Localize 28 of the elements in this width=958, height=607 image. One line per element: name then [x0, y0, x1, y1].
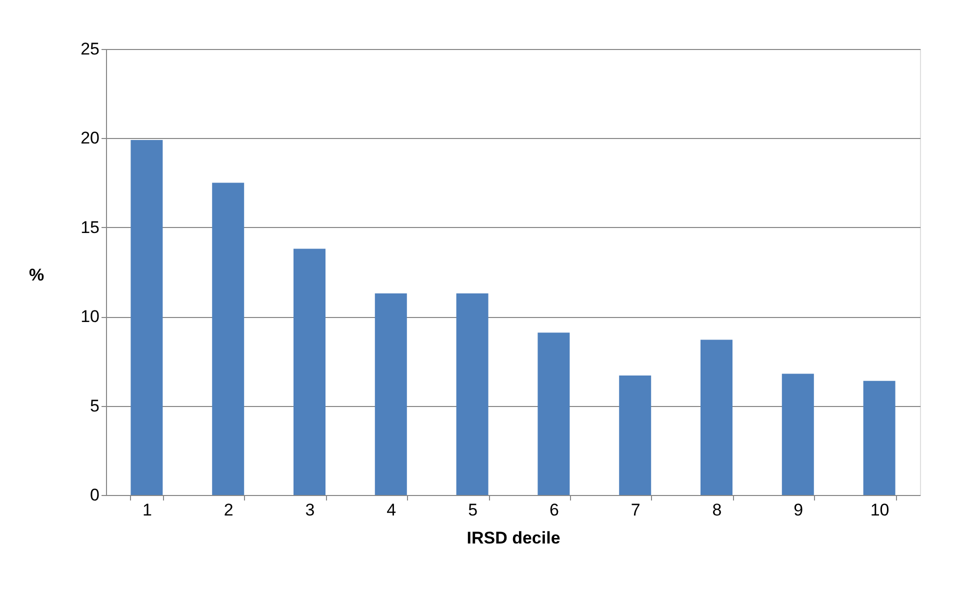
bar: [863, 380, 896, 495]
y-tick-label: 10: [80, 307, 100, 326]
x-tick-label: 9: [794, 500, 804, 520]
x-tick-label: 1: [142, 500, 152, 520]
x-tick-label: 5: [468, 500, 478, 520]
bar: [538, 332, 570, 495]
x-tick-label: 10: [870, 500, 890, 520]
x-tick-label: 4: [386, 500, 396, 520]
y-tick-label: 0: [90, 486, 100, 504]
y-tick-label: 15: [80, 218, 100, 237]
bar: [212, 182, 244, 495]
y-tick-label: 5: [90, 396, 100, 416]
bar: [456, 293, 488, 495]
bar: [130, 140, 163, 495]
x-tick-label: 2: [224, 500, 234, 520]
bar: [374, 293, 407, 495]
bar: [700, 340, 732, 495]
x-tick-label: 7: [630, 500, 640, 520]
x-axis-title: IRSD decile: [466, 528, 560, 548]
y-axis-title: %: [28, 266, 44, 284]
x-tick-label: 6: [549, 500, 559, 520]
y-tick-label: 25: [80, 40, 100, 58]
x-tick-label: 8: [712, 500, 722, 520]
bar: [782, 374, 814, 495]
bar: [294, 248, 326, 495]
x-tick-label: 3: [305, 500, 315, 520]
y-tick-label: 20: [80, 128, 100, 148]
bar: [619, 375, 652, 495]
